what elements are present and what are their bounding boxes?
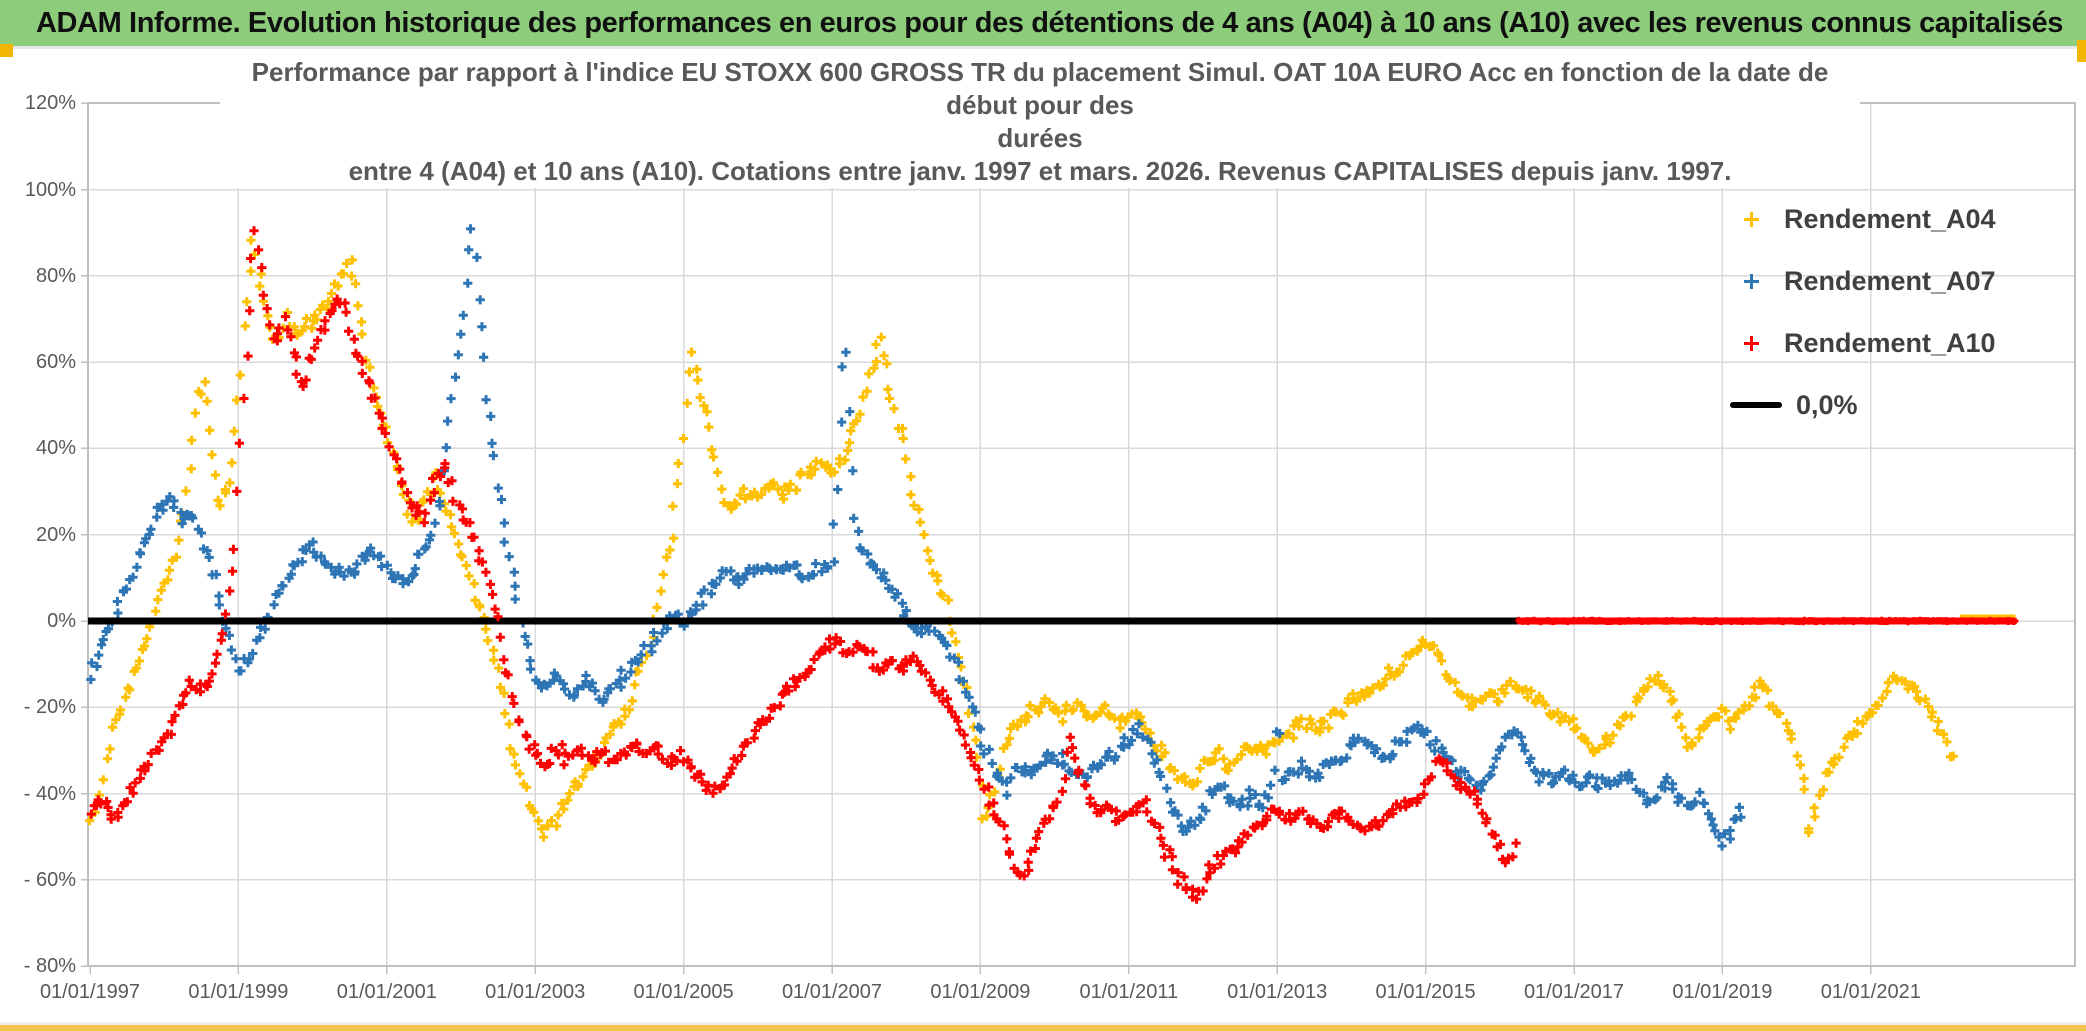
y-axis-label: 60% [35, 351, 76, 374]
bottom-divider [0, 1022, 2086, 1025]
chart-title-line-2: durées [997, 123, 1083, 153]
bottom-accent-strip [0, 1025, 2086, 1031]
series-rendement-a04 [85, 235, 1958, 842]
zero-line-icon [1730, 395, 1786, 415]
legend-label: Rendement_A04 [1784, 203, 1996, 234]
series-rendement-a07 [86, 224, 1746, 851]
x-axis-label: 01/01/1997 [39, 981, 141, 1003]
y-axis-label: 20% [35, 523, 76, 546]
series-rendement-a10 [86, 226, 1521, 904]
zero-reference-line [88, 617, 1519, 625]
y-axis-label: 100% [24, 178, 76, 201]
chart-legend: Rendement_A04 Rendement_A07 Rendement_A1… [1730, 188, 1996, 436]
x-axis-label: 01/01/2003 [485, 981, 586, 1003]
x-axis-label: 01/01/2013 [1227, 981, 1328, 1003]
gold-corner-accent [0, 44, 13, 57]
x-axis-label: 01/01/2011 [1079, 981, 1179, 1003]
y-axis-label: - 60% [23, 868, 76, 891]
legend-label: 0,0% [1796, 389, 1858, 420]
x-axis-label: 01/01/2015 [1375, 981, 1476, 1003]
x-axis-label: 01/01/2005 [633, 981, 734, 1003]
header-divider [0, 46, 2086, 49]
y-axis-label: 40% [35, 437, 76, 460]
plus-marker-icon [1730, 333, 1774, 353]
legend-label: Rendement_A07 [1784, 265, 1996, 296]
chart-title: Performance par rapport à l'indice EU ST… [220, 56, 1860, 188]
x-axis-label: 01/01/2017 [1523, 981, 1625, 1003]
chart-title-line-1: Performance par rapport à l'indice EU ST… [251, 57, 1829, 120]
y-axis-label: 0% [47, 610, 76, 632]
legend-label: Rendement_A10 [1784, 327, 1996, 358]
legend-item-rendement-a07: Rendement_A07 [1730, 250, 1996, 312]
a10-zero-markers [1515, 616, 2019, 626]
x-axis-label: 01/01/2001 [336, 981, 437, 1003]
x-axis-label: 01/01/2021 [1820, 981, 1921, 1003]
legend-item-rendement-a10: Rendement_A10 [1730, 312, 1996, 374]
y-axis-label: - 20% [23, 696, 76, 719]
legend-item-rendement-a04: Rendement_A04 [1730, 188, 1996, 250]
y-axis-label: 120% [24, 92, 76, 115]
x-axis-label: 01/01/2019 [1672, 981, 1773, 1003]
x-axis-label: 01/01/1999 [188, 981, 289, 1003]
y-axis-label: 80% [35, 264, 76, 287]
page-title: ADAM Informe. Evolution historique des p… [36, 6, 2063, 39]
chart-title-line-3: entre 4 (A04) et 10 ans (A10). Cotations… [348, 156, 1732, 186]
plus-marker-icon [1730, 271, 1774, 291]
y-axis-label: - 80% [23, 955, 76, 978]
gold-edge-accent [2077, 40, 2086, 62]
plus-marker-icon [1730, 209, 1774, 229]
header-bar: ADAM Informe. Evolution historique des p… [0, 0, 2086, 46]
legend-item-zero-line: 0,0% [1730, 374, 1996, 436]
x-axis-label: 01/01/2009 [930, 981, 1031, 1003]
y-axis-label: - 40% [23, 782, 76, 805]
x-axis-label: 01/01/2007 [781, 981, 883, 1003]
